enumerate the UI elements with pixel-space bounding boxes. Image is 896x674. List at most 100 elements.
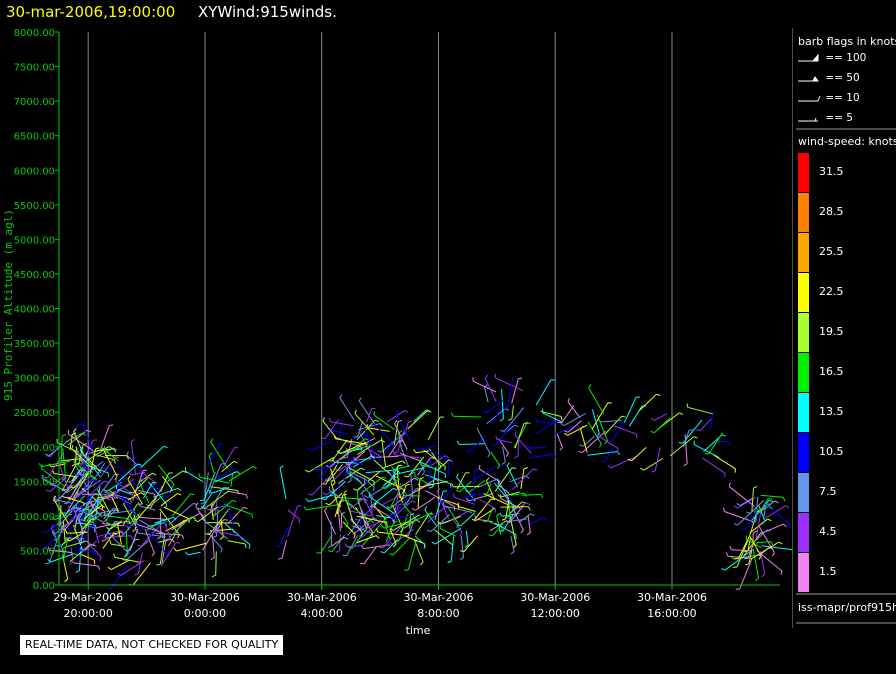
wind-barb (420, 464, 438, 470)
wind-barb (758, 498, 769, 513)
wind-barb-flag (208, 489, 213, 494)
flag-legend-row: == 10 (798, 92, 860, 104)
wind-barb-flag (769, 505, 773, 510)
wind-barb (82, 518, 93, 529)
wind-barb (41, 532, 62, 551)
wind-barb (308, 456, 334, 473)
wind-barb (393, 500, 413, 517)
wind-barb-flag (64, 529, 68, 534)
wind-barb (207, 443, 221, 466)
wind-barb-flag (447, 460, 452, 464)
wind-barb (331, 534, 345, 552)
y-tick-label: 0.00 (33, 581, 55, 592)
wind-barb-flag (212, 535, 217, 539)
y-tick-label: 5000.00 (14, 235, 55, 246)
wind-barb (373, 414, 395, 431)
wind-barb (176, 542, 208, 552)
wind-barb (122, 503, 138, 526)
wind-barb (463, 535, 478, 552)
wind-barb-flag (523, 467, 528, 470)
wind-barb-flag (456, 489, 461, 493)
wind-barb (141, 471, 156, 483)
wind-barb (441, 486, 454, 503)
wind-barb (392, 513, 420, 520)
wind-barb-flag (75, 570, 80, 573)
wind-barb-flag (527, 506, 531, 511)
wind-barb (102, 447, 118, 477)
wind-barb (384, 478, 400, 490)
wind-barb-flag (389, 441, 393, 446)
wind-barb (168, 516, 192, 539)
wind-barb-flag (198, 473, 201, 478)
wind-barb (114, 556, 141, 563)
wind-barb-flag (61, 513, 66, 516)
wind-barb-flag (354, 518, 359, 521)
wind-barb-flag (137, 463, 142, 466)
wind-barb-flag (721, 567, 726, 571)
wind-barb (64, 515, 77, 531)
wind-barb-flag (436, 488, 441, 492)
wind-barb (385, 522, 395, 543)
wind-barb-flag (53, 495, 57, 500)
legend-frame (792, 28, 896, 628)
wind-barb (69, 508, 87, 513)
wind-barb (407, 410, 428, 430)
wind-barb-flag (363, 498, 368, 501)
wind-barb-flag (588, 384, 592, 388)
x-tick-time: 16:00:00 (647, 607, 696, 620)
wind-barb (510, 492, 525, 496)
wind-barb (357, 439, 382, 455)
wind-barb-flag (500, 430, 505, 432)
wind-barb (623, 396, 637, 423)
wind-barb-flag (86, 502, 91, 505)
wind-barb-flag (210, 438, 214, 443)
speed-swatch (798, 393, 809, 432)
wind-barb-flag (343, 490, 348, 494)
wind-barb-flag (414, 477, 419, 481)
wind-barb-flag (128, 518, 131, 523)
wind-barb-flag (298, 519, 301, 524)
wind-barb (334, 461, 357, 464)
wind-barb (473, 498, 492, 521)
wind-barb (211, 529, 241, 537)
wind-barb-flag (344, 536, 349, 540)
wind-barb (528, 516, 544, 526)
wind-barb-flag (79, 472, 84, 476)
wind-barb-flag (393, 475, 399, 479)
wind-barb (74, 494, 93, 520)
flag-legend-row: == 100 (798, 52, 866, 64)
speed-swatch (798, 433, 809, 472)
barb-symbol-icon (798, 76, 819, 82)
wind-barb-flag (724, 473, 726, 478)
title-bar: 30-mar-2006,19:00:00 XYWind:915winds. (0, 0, 780, 26)
wind-barb (89, 462, 106, 487)
speed-label: 22.5 (819, 285, 844, 298)
wind-barb (456, 472, 467, 490)
wind-barb (316, 463, 339, 471)
wind-barb-flag (107, 566, 112, 571)
wind-barb-flag (137, 501, 140, 507)
wind-barb (351, 526, 369, 549)
wind-barb (361, 492, 376, 521)
wind-barb-flag (343, 456, 348, 459)
wind-barb (349, 498, 365, 509)
wind-barb-flag (354, 409, 357, 414)
wind-barb-flag (490, 498, 496, 501)
wind-barb (519, 513, 532, 523)
wind-barb-flag (337, 505, 342, 509)
wind-barb-flag (252, 465, 257, 469)
wind-barb-flag (151, 552, 155, 557)
wind-barb (739, 558, 753, 590)
wind-barb-flag (746, 511, 751, 514)
wind-barb (653, 413, 668, 421)
wind-barb (381, 437, 387, 467)
y-tick-label: 4500.00 (14, 270, 55, 281)
wind-barb-flag (331, 482, 336, 486)
wind-barb (521, 494, 542, 496)
wind-barb-flag (505, 515, 510, 519)
wind-barb (407, 519, 415, 538)
wind-barb-flag (368, 514, 373, 518)
wind-barb-flag (237, 490, 240, 495)
wind-barb (755, 496, 759, 522)
wind-barb-flag (117, 535, 122, 538)
